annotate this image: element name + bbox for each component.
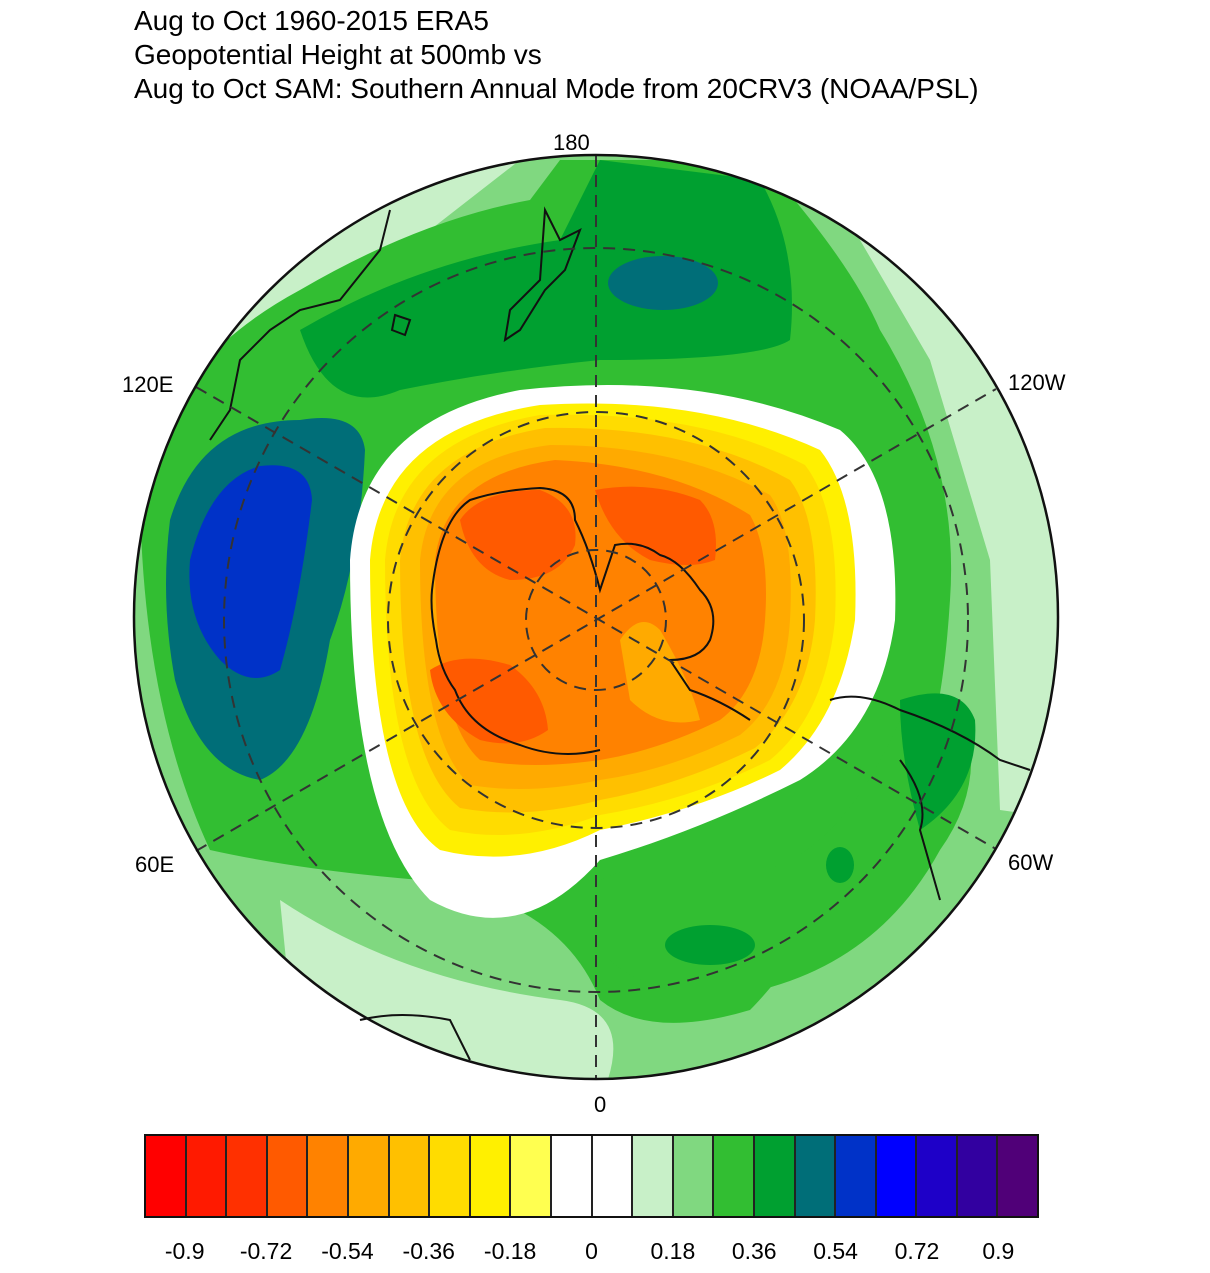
title-line-3: Aug to Oct SAM: Southern Annual Mode fro… — [134, 73, 979, 104]
colorbar-swatch — [754, 1136, 796, 1216]
colorbar-swatch — [470, 1136, 512, 1216]
colorbar-tick-label: -0.54 — [321, 1238, 374, 1264]
colorbar-swatch — [876, 1136, 918, 1216]
title-line-2: Geopotential Height at 500mb vs — [134, 39, 542, 70]
colorbar-swatch — [511, 1136, 552, 1216]
colorbar-tick-label: 0.9 — [982, 1238, 1015, 1264]
graticule — [195, 155, 997, 1080]
lon-label-60w: 60W — [1008, 850, 1054, 875]
colorbar-swatch — [957, 1136, 999, 1216]
correlation-field — [134, 155, 1058, 1079]
colorbar-swatch — [998, 1136, 1038, 1216]
map-boundary — [132, 153, 1060, 1081]
colorbar-tick-label: 0.18 — [650, 1238, 696, 1264]
colorbar-swatch — [146, 1136, 187, 1216]
colorbar-tick-label: -0.18 — [483, 1238, 537, 1264]
colorbar-swatch — [308, 1136, 349, 1216]
colorbar-swatch — [186, 1136, 228, 1216]
colorbar-swatch — [633, 1136, 674, 1216]
lon-label-0: 0 — [594, 1092, 607, 1117]
colorbar-swatch — [836, 1136, 877, 1216]
polar-map — [132, 153, 1060, 1081]
lon-label-60e: 60E — [135, 852, 175, 877]
colorbar-swatch — [389, 1136, 431, 1216]
title-line-1: Aug to Oct 1960-2015 ERA5 — [134, 5, 489, 36]
colorbar-tick-label: 0.36 — [731, 1238, 777, 1264]
colorbar-tick-label: -0.9 — [164, 1238, 205, 1264]
colorbar-swatch — [917, 1136, 958, 1216]
colorbar-tick-label: 0.72 — [894, 1238, 940, 1264]
colorbar-swatch — [592, 1136, 634, 1216]
colorbar-swatch — [673, 1136, 715, 1216]
colorbar-swatch — [267, 1136, 309, 1216]
colorbar-swatch — [795, 1136, 837, 1216]
lon-label-120w: 120W — [1008, 370, 1066, 395]
colorbar-tick-label: 0.54 — [813, 1238, 858, 1264]
colorbar-swatch — [551, 1136, 593, 1216]
colorbar-swatch — [714, 1136, 755, 1216]
lon-label-180: 180 — [553, 130, 590, 155]
colorbar-swatch — [227, 1136, 268, 1216]
colorbar-swatch — [430, 1136, 471, 1216]
colorbar — [144, 1134, 1039, 1218]
lon-label-120e: 120E — [122, 372, 174, 397]
colorbar-tick-label: -0.36 — [402, 1238, 455, 1264]
colorbar-swatch — [348, 1136, 390, 1216]
colorbar-tick-label: 0 — [585, 1238, 598, 1264]
colorbar-tick-label: -0.72 — [239, 1238, 293, 1264]
